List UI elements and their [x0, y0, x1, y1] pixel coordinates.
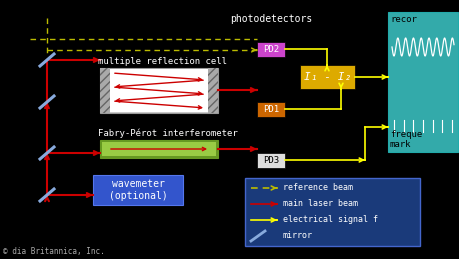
- Text: multiple reflection cell: multiple reflection cell: [98, 57, 226, 66]
- Bar: [100, 68, 218, 113]
- Text: wavemeter
(optional): wavemeter (optional): [108, 179, 167, 201]
- Text: freque
mark: freque mark: [389, 130, 421, 149]
- Text: mirror: mirror: [282, 232, 312, 241]
- Bar: [257, 102, 285, 117]
- Bar: [257, 42, 285, 57]
- Text: reference beam: reference beam: [282, 183, 352, 192]
- Bar: [110, 69, 207, 112]
- Bar: [102, 142, 216, 156]
- Text: electrical signal f: electrical signal f: [282, 215, 377, 225]
- Text: main laser beam: main laser beam: [282, 199, 357, 208]
- Text: PD1: PD1: [263, 105, 279, 114]
- Text: © dia Britannica, Inc.: © dia Britannica, Inc.: [3, 247, 105, 256]
- Bar: [387, 12, 457, 152]
- Bar: [207, 68, 218, 113]
- Bar: [93, 175, 183, 205]
- Text: PD3: PD3: [263, 156, 279, 165]
- Text: photodetectors: photodetectors: [230, 14, 312, 24]
- Bar: [100, 68, 110, 113]
- Bar: [100, 140, 218, 158]
- Text: I₁ - I₂: I₁ - I₂: [303, 72, 350, 82]
- Text: recor: recor: [389, 15, 416, 24]
- Bar: [299, 65, 354, 89]
- Text: Fabry-Pérot interferometer: Fabry-Pérot interferometer: [98, 128, 237, 138]
- Bar: [257, 153, 285, 168]
- Text: PD2: PD2: [263, 45, 279, 54]
- Bar: [245, 178, 419, 246]
